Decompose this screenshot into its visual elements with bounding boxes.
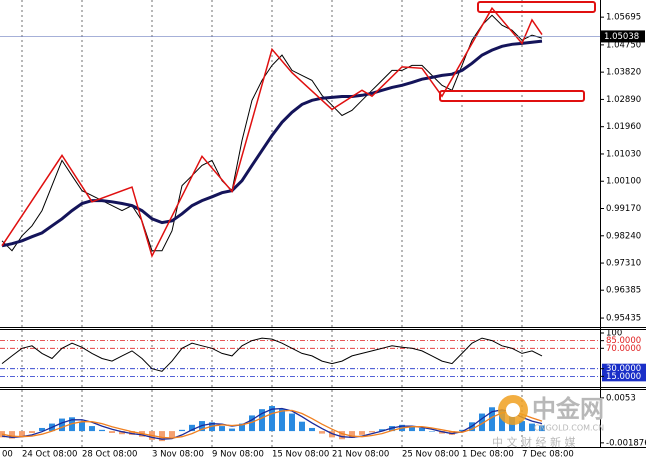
macd-line	[1, 409, 543, 439]
histogram-bar	[259, 409, 265, 432]
y-tick-label: 85.0000	[606, 336, 641, 346]
histogram-bar	[339, 431, 345, 440]
y-tick-label: 30.0000	[606, 364, 641, 374]
histogram-bar	[459, 429, 465, 432]
histogram-bar	[19, 431, 25, 437]
oscillator-line	[1, 337, 543, 372]
y-tick-label: 0.97310	[606, 259, 641, 269]
x-tick-label: 24 Oct 08:00	[22, 450, 77, 460]
x-tick-label: 9 Nov 08:00	[212, 450, 264, 460]
last-price-box	[601, 30, 645, 43]
y-tick-label: 0.0053	[606, 393, 636, 403]
histogram-bar	[539, 425, 545, 432]
histogram-bar	[109, 431, 115, 433]
histogram-bar	[189, 424, 195, 432]
y-tick-label: 1.02890	[606, 95, 641, 105]
histogram-bar	[519, 421, 525, 432]
x-tick-label: 15 Nov 08:00	[272, 450, 329, 460]
y-tick-label: 1.00100	[606, 177, 641, 187]
watermark-domain: CNGOLD.COM.CN	[534, 424, 604, 433]
histogram-bar	[319, 431, 325, 434]
x-tick-label: 21 Nov 08:00	[332, 450, 389, 460]
histogram-bar	[359, 431, 365, 435]
histogram-bar	[529, 423, 535, 432]
level-label-bg	[602, 371, 646, 382]
histogram-bar	[429, 431, 435, 432]
histogram-bar	[229, 428, 235, 432]
zigzag-line	[1, 6, 543, 259]
histogram-bar	[479, 413, 485, 432]
highlight-box	[477, 1, 596, 13]
y-tick-label: 70.0000	[606, 344, 641, 354]
histogram-bar	[39, 427, 45, 432]
histogram-bar	[239, 423, 245, 432]
y-tick-label: 1.05695	[606, 13, 641, 23]
histogram-bar	[159, 431, 165, 442]
histogram-bar	[409, 426, 415, 432]
y-tick-label: 1.01960	[606, 122, 641, 132]
watermark-tagline: 中 文 财 经 新 媒	[492, 435, 575, 449]
histogram-bar	[489, 407, 495, 432]
level-label-bg	[602, 363, 646, 374]
histogram-bar	[379, 429, 385, 432]
y-tick-label: 100	[606, 329, 622, 339]
histogram-bar	[249, 415, 255, 432]
y-tick-label: -0.001876	[606, 438, 646, 448]
histogram-bar	[299, 421, 305, 432]
y-tick-label: 1.04750	[606, 40, 641, 50]
histogram-bar	[9, 431, 15, 439]
x-tick-label: 7 Dec 08:00	[522, 450, 574, 460]
y-tick-label: 15.0000	[606, 372, 641, 382]
histogram-bar	[119, 431, 125, 435]
histogram-bar	[309, 427, 315, 432]
x-tick-label: 00	[2, 450, 13, 460]
watermark-name: 中金网	[532, 395, 604, 423]
histogram-bar	[59, 418, 65, 432]
y-tick-label: 0.95435	[606, 314, 641, 324]
x-tick-label: 28 Oct 08:00	[82, 450, 137, 460]
histogram-bar	[79, 421, 85, 432]
last-price-label: 1.05038	[604, 32, 639, 42]
y-tick-label: 1.01030	[606, 149, 641, 159]
histogram-bar	[369, 431, 375, 433]
histogram-bar	[499, 409, 505, 432]
histogram-bar	[269, 406, 275, 432]
histogram-bar	[29, 431, 35, 433]
y-tick-label: 0.96385	[606, 286, 641, 296]
histogram-bar	[89, 426, 95, 432]
histogram-bar	[289, 413, 295, 432]
histogram-bar	[349, 431, 355, 438]
histogram-bar	[99, 429, 105, 432]
x-tick-label: 3 Nov 08:00	[152, 450, 204, 460]
logo	[506, 403, 520, 417]
x-tick-label: 1 Dec 08:00	[462, 450, 514, 460]
y-tick-label: 0.99170	[606, 204, 641, 214]
y-tick-label: 1.03820	[606, 68, 641, 78]
watermark: 中金网 CNGOLD.COM.CN 中 文 财 经 新 媒	[492, 395, 604, 449]
histogram-bar	[219, 426, 225, 432]
histogram-bar	[279, 408, 285, 432]
histogram-bar	[169, 431, 175, 438]
y-tick-label: 0.98240	[606, 231, 641, 241]
highlight-box	[439, 90, 585, 102]
x-tick-label: 25 Nov 08:00	[402, 450, 459, 460]
histogram-bar	[419, 427, 425, 432]
histogram-bar	[179, 429, 185, 432]
